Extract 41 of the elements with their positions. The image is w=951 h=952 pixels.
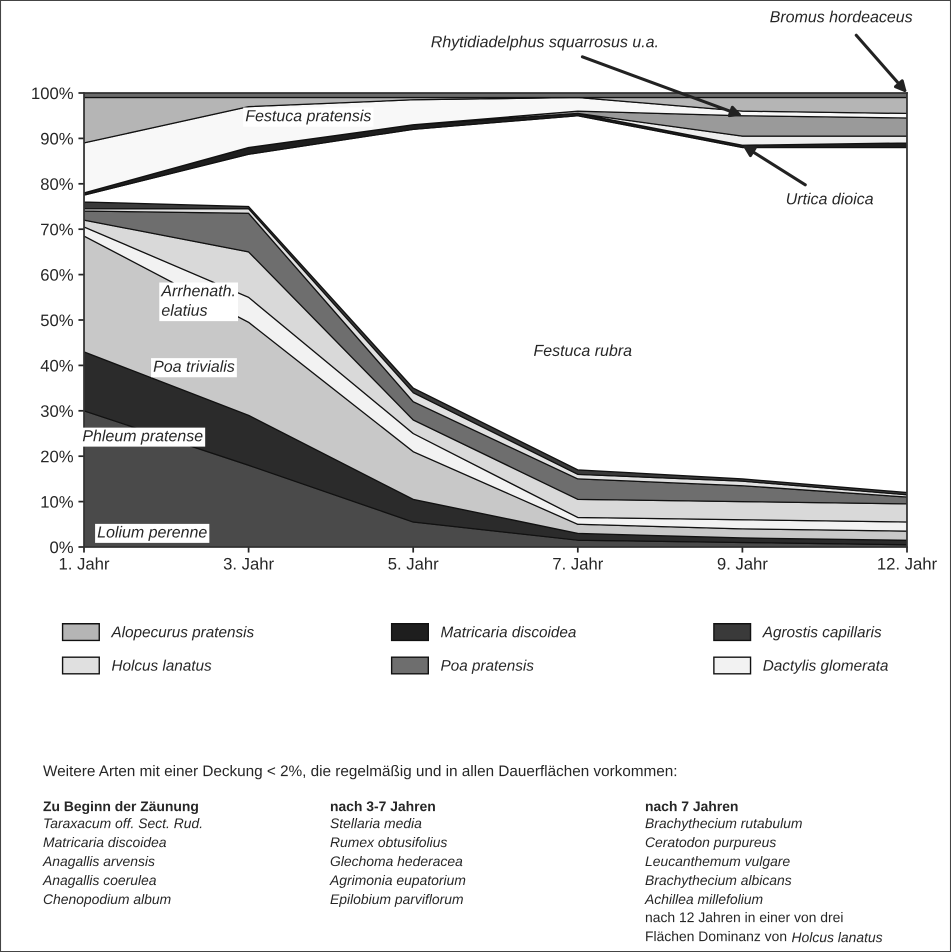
- y-tick-label: 80%: [40, 178, 73, 190]
- y-tick-label: 20%: [41, 450, 73, 462]
- text: Stellaria media Rumex obtusifolius Glechoma hederacea Agrimonia eupatorium Epilobium parviflorum: [329, 818, 466, 907]
- x-tick-label: 5. Jahr: [388, 557, 438, 570]
- annotation: Rhytidiadelphus squarrosus u.a.: [431, 36, 658, 51]
- y-tick-label: 60%: [41, 269, 73, 281]
- annotation: Festuca rubra: [534, 344, 632, 356]
- text: Flächen Dominanz von: [646, 931, 786, 942]
- legend-label: Agrostis capillaris: [762, 626, 882, 640]
- annotation: Bromus hordeaceus: [770, 10, 912, 22]
- text: nach 12 Jahren in einer von drei: [646, 912, 842, 922]
- x-tick-label: 9. Jahr: [718, 557, 768, 570]
- y-tick-label: 0%: [50, 541, 73, 554]
- legend-label: Holcus lanatus: [112, 660, 212, 671]
- x-tick-label: 1. Jahr: [60, 557, 110, 570]
- y-tick-label: 10%: [41, 496, 73, 508]
- text: Weitere Arten mit einer Deckung < 2%, die regelmäßig und in allen Dauerflächen vorkommen:: [43, 765, 676, 780]
- x-tick-label: 12. Jahr: [878, 557, 937, 570]
- annotation: Arrhenath. elatius: [160, 284, 234, 316]
- y-tick-label: 50%: [40, 314, 73, 326]
- y-tick-label: 70%: [41, 224, 73, 236]
- text: nach 7 Jahren: [646, 801, 738, 812]
- y-tick-label: 100%: [32, 87, 73, 100]
- legend-label: Poa pratensis: [440, 660, 534, 674]
- annotation: Festuca pratensis: [246, 110, 372, 125]
- annotation: Urtica dioica: [786, 192, 874, 204]
- legend-label: Dactylis glomerata: [763, 660, 888, 674]
- y-tick-label: 30%: [40, 405, 73, 418]
- x-tick-label: 3. Jahr: [224, 557, 274, 570]
- annotation: Lolium perenne: [98, 526, 207, 541]
- text: Taraxacum off. Sect. Rud. Matricaria discoidea Anagallis arvensis Anagallis coerulea Chenopodium album: [42, 818, 202, 907]
- annotation: Poa trivialis: [154, 360, 234, 372]
- text: nach 3-7 Jahren: [330, 801, 435, 812]
- text: Holcus lanatus: [792, 932, 882, 942]
- text: Zu Beginn der Zäunung: [43, 801, 198, 814]
- y-tick-label: 40%: [40, 360, 73, 372]
- legend-label: Alopecurus pratensis: [110, 626, 254, 640]
- y-tick-label: 90%: [41, 132, 73, 145]
- x-tick-label: 7. Jahr: [553, 557, 603, 570]
- annotation: Phleum pratense: [82, 430, 203, 445]
- legend-label: Matricaria discoidea: [440, 626, 576, 638]
